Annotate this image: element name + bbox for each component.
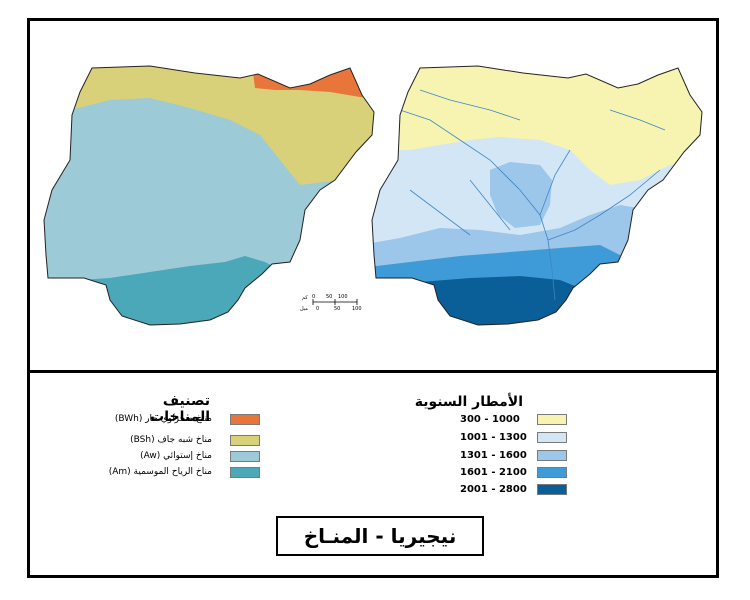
scale-mile-label: ميل [300,306,308,312]
rainfall-legend-label-5: 2001 - 2800 [460,484,527,495]
rainfall-legend-swatch-3 [537,450,567,461]
rainfall-legend-label-3: 1301 - 1600 [460,450,527,461]
climate-legend-label-bsh: مناخ شبه جاف (BSh) [130,435,212,445]
climate-legend-label-am: مناخ الرياح الموسمية (Am) [108,467,212,477]
rainfall-legend-swatch-4 [537,467,567,478]
scale-mile-tick-50: 50 [334,306,340,312]
climate-legend-swatch-bsh [230,435,260,446]
rainfall-legend-label-1: 300 - 1000 [460,414,520,425]
scale-km-tick-100: 100 [338,294,348,300]
climate-legend-swatch-am [230,467,260,478]
scale-mile-tick-0: 0 [316,306,319,312]
scale-km-label: كم [302,295,308,301]
legend-divider [27,370,719,373]
climate-legend-swatch-bwh [230,414,260,425]
rainfall-legend-swatch-2 [537,432,567,443]
rainfall-map [371,65,703,326]
rainfall-zone-1301-1600-inland [490,162,552,228]
rainfall-legend-label-4: 1601 - 2100 [460,467,527,478]
scale-mile-tick-100: 100 [352,306,362,312]
rainfall-legend-title: الأمطار السنوية [414,394,523,410]
climate-legend-title: تصنيف المناخات [150,393,210,425]
climate-map [43,65,375,326]
map-title: نيجيريا - المنـاخ [276,516,484,556]
rivers [399,89,666,301]
rainfall-legend-label-2: 1001 - 1300 [460,432,527,443]
scale-bar: كم 0 50 100 ميل 0 50 100 [300,294,362,312]
climate-legend-swatch-aw [230,451,260,462]
climate-legend-label-bwh: مناخ صحراوي حار (BWh) [114,414,212,424]
climate-legend-label-aw: مناخ إستوائي (Aw) [140,451,212,461]
scale-km-tick-0: 0 [312,294,315,300]
scale-km-tick-50: 50 [326,294,332,300]
rainfall-legend-swatch-1 [537,414,567,425]
rainfall-zone-2001-2800 [372,276,702,325]
rainfall-legend-swatch-5 [537,484,567,495]
